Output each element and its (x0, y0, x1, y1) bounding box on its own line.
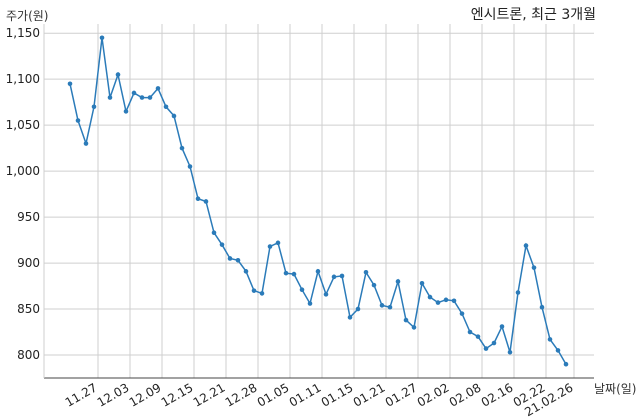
data-point (243, 269, 249, 274)
data-point (75, 118, 81, 123)
data-point (251, 288, 257, 293)
data-point (291, 271, 297, 277)
data-point (307, 301, 313, 306)
y-tick-label: 1,050 (6, 118, 40, 132)
data-point (267, 244, 273, 249)
data-point (235, 258, 241, 263)
x-tick-label: 12.15 (159, 380, 196, 409)
data-point (155, 86, 161, 91)
data-point (227, 256, 233, 261)
data-point (299, 287, 305, 293)
y-axis-title: 주가(원) (6, 9, 48, 23)
data-point (387, 304, 393, 310)
data-point (99, 35, 105, 41)
x-tick-labels: 11.2712.0312.0912.1512.2112.2801.0501.11… (63, 380, 576, 419)
data-point (107, 95, 113, 100)
price-series (67, 35, 569, 367)
grid-lines (44, 24, 594, 378)
data-point (499, 324, 505, 329)
data-point (355, 306, 361, 312)
data-point (491, 340, 497, 346)
chart-title: 엔시트론, 최근 3개월 (471, 7, 596, 23)
x-tick-label: 02.02 (415, 380, 452, 409)
data-point (147, 95, 153, 100)
y-tick-label: 1,000 (6, 164, 40, 178)
data-point (283, 270, 289, 276)
data-point (443, 297, 449, 303)
data-point (515, 290, 521, 295)
y-tick-label: 1,100 (6, 72, 40, 86)
x-tick-label: 02.08 (447, 380, 484, 409)
data-point (467, 329, 473, 335)
y-tick-label: 800 (17, 348, 40, 362)
data-point (83, 141, 89, 146)
data-point (371, 282, 377, 288)
y-tick-label: 950 (17, 210, 40, 224)
data-point (187, 164, 193, 169)
data-point (115, 72, 121, 77)
data-point (315, 269, 321, 274)
y-tick-label: 900 (17, 256, 40, 270)
data-point (523, 243, 529, 248)
data-point (555, 348, 561, 353)
data-point (67, 81, 73, 87)
data-point (379, 303, 385, 308)
x-tick-label: 12.03 (95, 380, 132, 409)
y-tick-label: 850 (17, 302, 40, 316)
data-point (171, 113, 177, 119)
data-point (483, 346, 489, 351)
data-point (323, 292, 329, 297)
data-point (203, 199, 209, 204)
x-tick-label: 01.27 (383, 380, 420, 409)
data-point (531, 265, 537, 270)
y-tick-labels: 800 850 900 950 1,000 1,050 1,100 1,150 (6, 26, 40, 362)
x-tick-label: 01.15 (319, 380, 356, 409)
x-tick-label: 01.11 (287, 380, 324, 409)
data-point (363, 269, 369, 275)
data-point (131, 90, 137, 96)
data-point (195, 196, 201, 202)
x-tick-label: 12.21 (191, 380, 228, 409)
data-point (347, 315, 353, 320)
x-tick-label: 02.16 (479, 380, 516, 409)
x-tick-label: 11.27 (63, 380, 100, 409)
data-point (123, 109, 129, 114)
data-point (427, 294, 433, 300)
data-point (411, 325, 417, 330)
data-point (139, 95, 145, 100)
series-line (69, 37, 567, 365)
data-point (459, 311, 465, 316)
axes (43, 24, 594, 379)
data-point (179, 145, 185, 151)
x-tick-label: 12.28 (223, 380, 260, 409)
data-point (507, 349, 513, 355)
data-point (539, 304, 545, 310)
data-point (163, 104, 169, 110)
data-point (475, 334, 481, 339)
data-point (419, 280, 425, 286)
data-point (259, 291, 265, 296)
data-point (275, 240, 281, 246)
y-tick-label: 1,150 (6, 26, 40, 40)
data-point (91, 104, 97, 110)
data-point (451, 298, 457, 304)
x-tick-label: 12.09 (127, 380, 164, 409)
data-point (211, 230, 217, 236)
data-point (547, 337, 553, 342)
data-point (395, 279, 401, 284)
data-point (339, 273, 345, 279)
data-point (403, 317, 409, 323)
x-axis-title: 날짜(일) (594, 382, 636, 396)
data-point (435, 300, 441, 305)
x-tick-label: 01.05 (255, 380, 292, 409)
x-tick-label: 01.21 (351, 380, 388, 409)
data-point (331, 274, 337, 280)
data-point (563, 361, 569, 367)
data-point (219, 242, 225, 247)
